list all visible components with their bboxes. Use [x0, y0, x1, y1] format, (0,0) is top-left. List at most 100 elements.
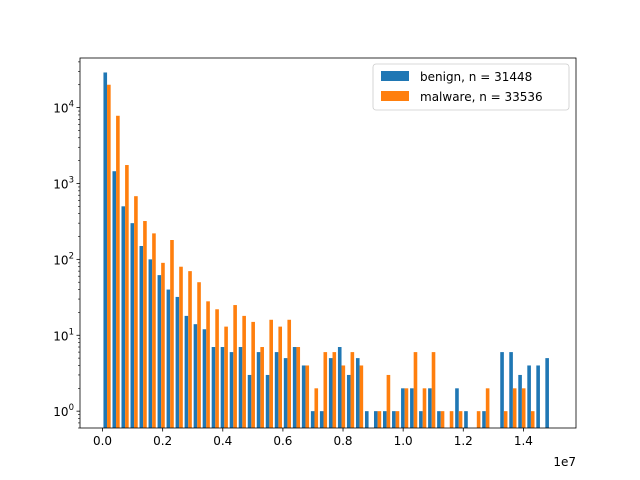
bar-malware: [305, 365, 310, 428]
x-tick-label: 0.6: [273, 434, 292, 448]
bar-benign: [193, 324, 198, 428]
bar-malware: [485, 388, 490, 428]
bar-malware: [404, 388, 409, 428]
bar-malware: [251, 321, 255, 428]
bar-malware: [314, 388, 319, 428]
bar-malware: [512, 388, 517, 428]
bar-benign: [383, 411, 387, 428]
x-tick-label: 0.2: [153, 434, 172, 448]
bar-benign: [319, 411, 324, 428]
y-tick-label: 104: [53, 100, 74, 116]
legend: benign, n = 31448 malware, n = 33536: [372, 63, 570, 111]
x-axis-offset-label: 1e7: [553, 455, 576, 469]
bar-benign: [238, 347, 243, 428]
bar-benign: [175, 296, 180, 428]
legend-swatch: [381, 91, 409, 101]
bar-benign: [545, 358, 549, 428]
bar-malware: [530, 411, 535, 428]
bar-malware: [440, 411, 445, 428]
bar-benign: [518, 374, 522, 428]
bar-malware: [260, 347, 264, 428]
bar-benign: [373, 411, 378, 428]
bar-malware: [179, 266, 183, 428]
bar-benign: [536, 365, 540, 428]
bar-malware: [152, 233, 156, 428]
bar-benign: [130, 223, 135, 428]
bar-benign: [229, 352, 234, 428]
legend-swatch: [381, 71, 409, 81]
y-tick-label: 101: [53, 327, 74, 343]
bar-malware: [395, 411, 400, 428]
bar-malware: [350, 352, 355, 428]
x-tick-label: 0.8: [333, 434, 352, 448]
bar-benign: [301, 365, 306, 428]
bar-malware: [116, 115, 120, 429]
bar-benign: [500, 352, 504, 428]
x-tick-label: 1.2: [454, 434, 473, 448]
bar-malware: [377, 411, 382, 428]
bar-malware: [125, 165, 129, 428]
bar-benign: [328, 358, 333, 428]
bar-benign: [337, 347, 342, 428]
bar-malware: [476, 411, 481, 428]
bar-benign: [346, 374, 351, 428]
bar-benign: [166, 289, 171, 428]
bar-benign: [274, 352, 279, 428]
bar-malware: [143, 221, 147, 428]
y-tick-label: 102: [53, 251, 74, 267]
bar-benign: [482, 411, 486, 428]
bar-benign: [211, 347, 216, 428]
y-tick-label: 103: [53, 175, 74, 191]
bar-benign: [401, 388, 405, 428]
bar-malware: [269, 319, 273, 428]
legend-label: benign, n = 31448: [420, 70, 532, 84]
bar-benign: [202, 329, 207, 428]
bar-malware: [521, 388, 526, 428]
bar-malware: [323, 352, 328, 428]
x-axis: 0.0 0.2 0.4 0.6 0.8 1.0 1.2 1.4: [93, 428, 533, 448]
y-axis: 100 101 102 103 104: [53, 61, 80, 429]
bar-benign: [247, 374, 252, 428]
bar-malware: [215, 309, 219, 428]
bar-benign: [220, 347, 225, 428]
bars-layer: [103, 72, 549, 429]
bar-benign: [139, 246, 144, 428]
bar-malware: [296, 347, 301, 428]
y-tick-label: 100: [53, 403, 74, 419]
bar-benign: [355, 358, 360, 428]
bar-malware: [503, 411, 508, 428]
bar-malware: [224, 326, 228, 428]
bar-malware: [458, 411, 463, 428]
bar-benign: [455, 388, 459, 428]
bar-malware: [449, 411, 454, 428]
bar-benign: [256, 352, 261, 428]
bar-benign: [112, 171, 117, 429]
x-tick-label: 1.4: [514, 434, 533, 448]
bar-malware: [170, 240, 174, 428]
bar-malware: [359, 365, 364, 428]
bar-benign: [310, 411, 315, 428]
bar-benign: [283, 358, 288, 428]
bar-benign: [410, 388, 414, 428]
bar-malware: [341, 365, 346, 428]
bar-malware: [413, 352, 418, 428]
bar-benign: [392, 411, 396, 428]
bar-benign: [364, 411, 369, 428]
bar-benign: [292, 347, 297, 428]
bar-malware: [197, 282, 201, 428]
bar-malware: [431, 352, 436, 428]
bar-malware: [422, 388, 427, 428]
x-tick-label: 0.0: [93, 434, 112, 448]
bar-malware: [386, 374, 391, 428]
plot-frame: [79, 57, 577, 429]
bar-malware: [242, 315, 246, 428]
bar-benign: [121, 206, 126, 428]
bar-benign: [148, 259, 153, 428]
bar-benign: [103, 72, 108, 428]
bar-benign: [464, 411, 468, 428]
bar-benign: [437, 411, 441, 428]
bar-malware: [134, 196, 138, 428]
legend-box: [372, 63, 570, 111]
bar-malware: [233, 305, 237, 428]
